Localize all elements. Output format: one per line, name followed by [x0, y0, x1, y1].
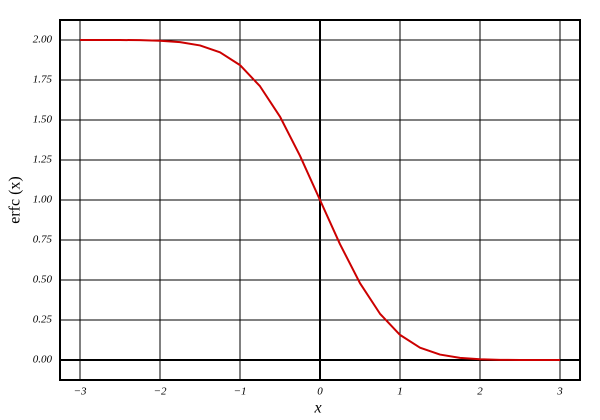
- y-axis-label: erfc (x): [7, 176, 24, 224]
- x-tick-label: 1: [397, 386, 403, 398]
- y-tick-label: 1.75: [33, 74, 53, 86]
- x-tick-label: −2: [154, 386, 167, 398]
- y-tick-label: 1.00: [33, 194, 53, 206]
- plot-frame: [59, 19, 581, 381]
- y-tick-label: 0.00: [33, 354, 53, 366]
- x-tick-label: 3: [556, 386, 563, 398]
- x-tick-label: 0: [317, 386, 323, 398]
- y-tick-label: 2.00: [33, 34, 53, 46]
- y-tick-label: 0.25: [33, 314, 53, 326]
- x-tick-label: −1: [234, 386, 247, 398]
- x-tick-label: 2: [477, 386, 483, 398]
- y-tick-label: 1.25: [33, 154, 53, 166]
- y-tick-label: 0.50: [33, 274, 53, 286]
- y-tick-label: 1.50: [33, 114, 53, 126]
- erfc-curve: [80, 39, 560, 361]
- y-tick-label: 0.75: [33, 234, 53, 246]
- x-axis-label: x: [313, 400, 321, 417]
- x-tick-label: −3: [74, 386, 87, 398]
